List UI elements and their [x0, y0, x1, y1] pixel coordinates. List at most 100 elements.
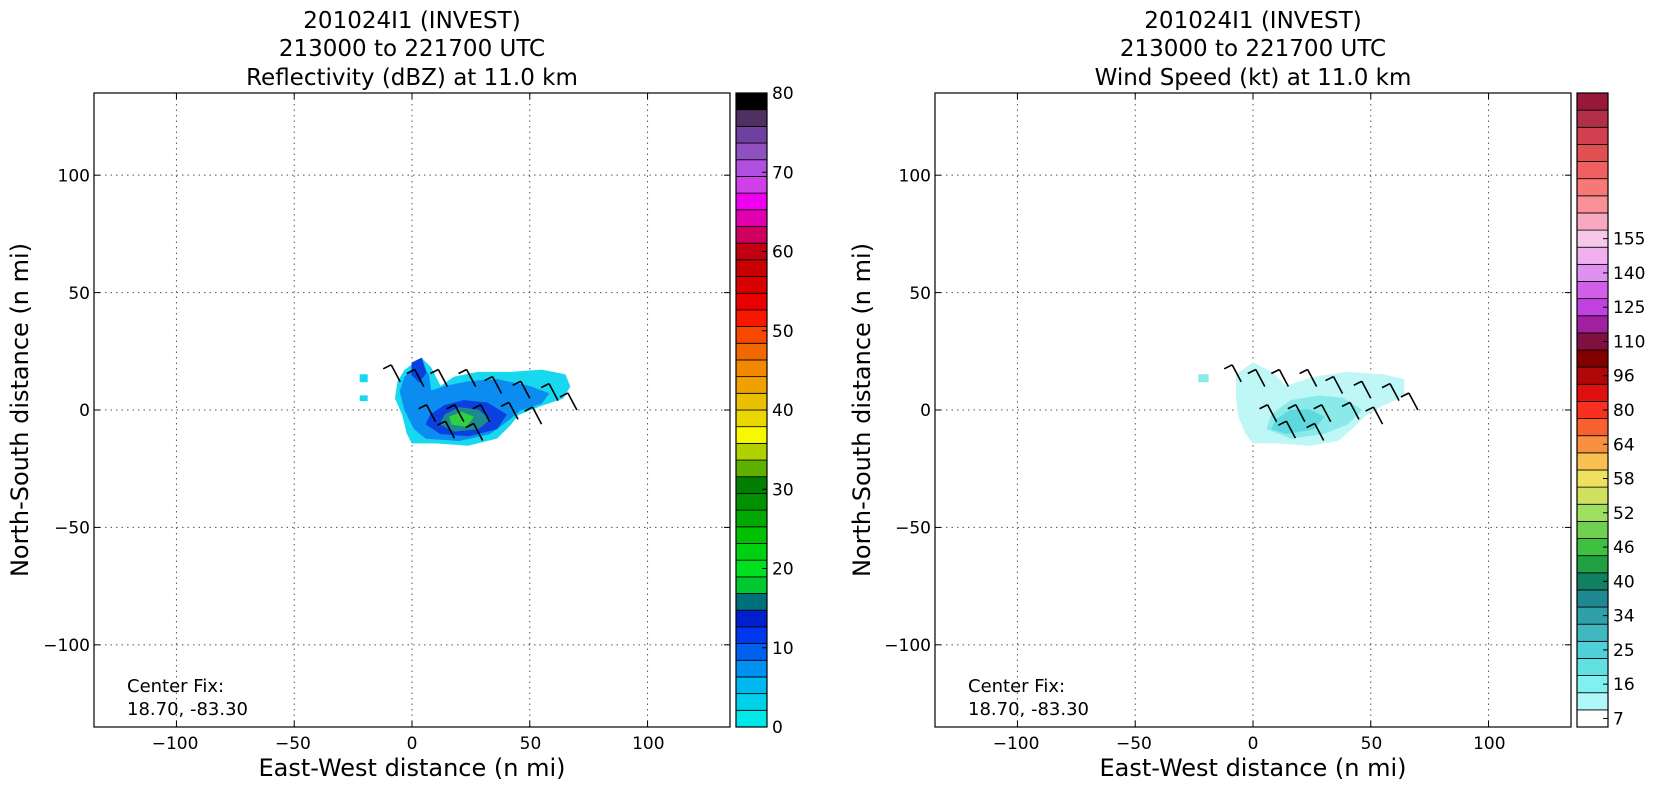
wind-barb	[1270, 368, 1290, 387]
wind-barb	[1287, 404, 1306, 423]
colorbar-segment	[735, 459, 768, 478]
colorbar-tick-label: 0	[772, 718, 783, 738]
colorbar-segment	[735, 309, 768, 327]
y-tick-label: 100	[58, 166, 90, 186]
colorbar-segment	[1576, 349, 1609, 368]
echo-regions	[1198, 362, 1405, 446]
x-tick-label: −100	[993, 734, 1040, 754]
wind-barb	[500, 401, 519, 420]
colorbar-tick-label: 50	[772, 322, 794, 342]
colorbar-segment	[1576, 589, 1609, 608]
colorbar-segment	[1576, 92, 1609, 111]
wind-barb	[524, 406, 543, 425]
colorbar-segment	[1576, 692, 1609, 711]
colorbar-segment	[1576, 144, 1609, 162]
x-tick-label: 100	[632, 734, 664, 754]
colorbar-segment	[1576, 178, 1609, 197]
colorbar-segment	[1576, 383, 1609, 402]
colorbar-tick-label: 46	[1613, 538, 1635, 558]
colorbar-segment	[1576, 452, 1609, 471]
wind-barb	[418, 404, 437, 423]
x-tick-label: 100	[1473, 734, 1505, 754]
echo-region-mid_cyan	[1271, 409, 1325, 434]
y-axis-label: North-South distance (n mi)	[848, 243, 876, 577]
chart-title-line-2: 213000 to 221700 UTC	[279, 36, 545, 62]
colorbar-tick-label: 10	[772, 639, 794, 659]
colorbar-segment	[735, 92, 768, 111]
colorbar-tick-label: 70	[772, 163, 794, 183]
colorbar-segment	[1576, 315, 1609, 334]
axis-ticks	[935, 93, 1571, 727]
wind-barb	[1223, 364, 1242, 383]
colorbar-segment	[735, 226, 768, 244]
colorbar-segment	[735, 659, 768, 678]
colorbar-tick-label: 110	[1613, 332, 1645, 352]
chart-title-line-1: 201024I1 (INVEST)	[1144, 8, 1361, 34]
colorbar-segment	[735, 526, 768, 544]
wind-barb	[429, 368, 449, 387]
colorbar-segment	[735, 176, 768, 194]
colorbar-tick-label: 7	[1613, 709, 1624, 729]
y-tick-label: 100	[899, 166, 931, 186]
colorbar-tick-label: 58	[1613, 470, 1635, 490]
wind-barb	[540, 382, 559, 401]
colorbar	[1576, 92, 1609, 728]
wind-barb	[1325, 375, 1344, 394]
colorbar-tick-label: 16	[1613, 675, 1635, 695]
colorbar-segment	[735, 109, 768, 127]
colorbar-segment	[735, 192, 768, 211]
wind-barb	[1341, 401, 1360, 420]
x-tick-label: 50	[520, 734, 542, 754]
colorbar-segment	[735, 643, 768, 661]
axis-ticks	[94, 93, 730, 727]
y-tick-label: −100	[43, 636, 90, 656]
colorbar-tick-label: 40	[772, 401, 794, 421]
colorbar-segment	[735, 326, 768, 344]
chart-title-line-3: Wind Speed (kt) at 11.0 km	[1095, 65, 1412, 91]
echo-region-speck	[359, 374, 368, 383]
colorbar-segment	[735, 676, 768, 695]
grid	[94, 93, 730, 727]
wind-barb	[406, 368, 425, 387]
colorbar-tick-label: 80	[772, 84, 794, 104]
echo-region-speck	[1198, 374, 1209, 383]
colorbar-segment	[1576, 658, 1609, 677]
x-tick-label: −50	[1116, 734, 1152, 754]
colorbar-segment	[735, 442, 768, 461]
wind-barbs	[382, 364, 578, 441]
wind-barbs	[1223, 364, 1419, 441]
x-tick-label: −100	[152, 734, 199, 754]
colorbar-segment	[735, 709, 768, 728]
colorbar-tick-label: 64	[1613, 435, 1635, 455]
x-axis-label: East-West distance (n mi)	[1099, 754, 1406, 782]
colorbar-tick-label: 60	[772, 243, 794, 263]
wind-barb	[1299, 368, 1318, 387]
colorbar-segment	[1576, 418, 1609, 437]
x-tick-label: 0	[407, 734, 418, 754]
wind-barb	[1381, 382, 1400, 401]
colorbar-segment	[1576, 195, 1609, 214]
grid	[935, 93, 1571, 727]
echo-regions	[359, 357, 571, 446]
colorbar-segment	[735, 426, 768, 444]
colorbar-segment	[1576, 486, 1609, 505]
wind-barb	[512, 380, 531, 399]
colorbar-segment	[1576, 126, 1609, 145]
y-axis-label: North-South distance (n mi)	[6, 243, 34, 577]
wind-barb	[382, 364, 401, 383]
colorbar-segment	[735, 142, 768, 161]
colorbar-tick-label: 25	[1613, 641, 1635, 661]
colorbar-tick-label: 40	[1613, 572, 1635, 592]
colorbar-tick-label: 125	[1613, 298, 1645, 318]
colorbar-segment	[1576, 623, 1609, 642]
x-tick-label: 50	[1361, 734, 1383, 754]
wind-barb	[465, 422, 484, 441]
y-tick-label: −100	[884, 636, 931, 656]
colorbar-segment	[1576, 555, 1609, 574]
colorbar-ticks: 7 16 25 34 40 46 52 58 64 80 96 110 125 140 155	[1603, 230, 1645, 729]
colorbar-tick-label: 30	[772, 480, 794, 500]
wind-barb	[458, 368, 477, 387]
wind-barb	[484, 375, 503, 394]
reflectivity-panel: 201024I1 (INVEST) 213000 to 221700 UTC R…	[6, 8, 794, 782]
